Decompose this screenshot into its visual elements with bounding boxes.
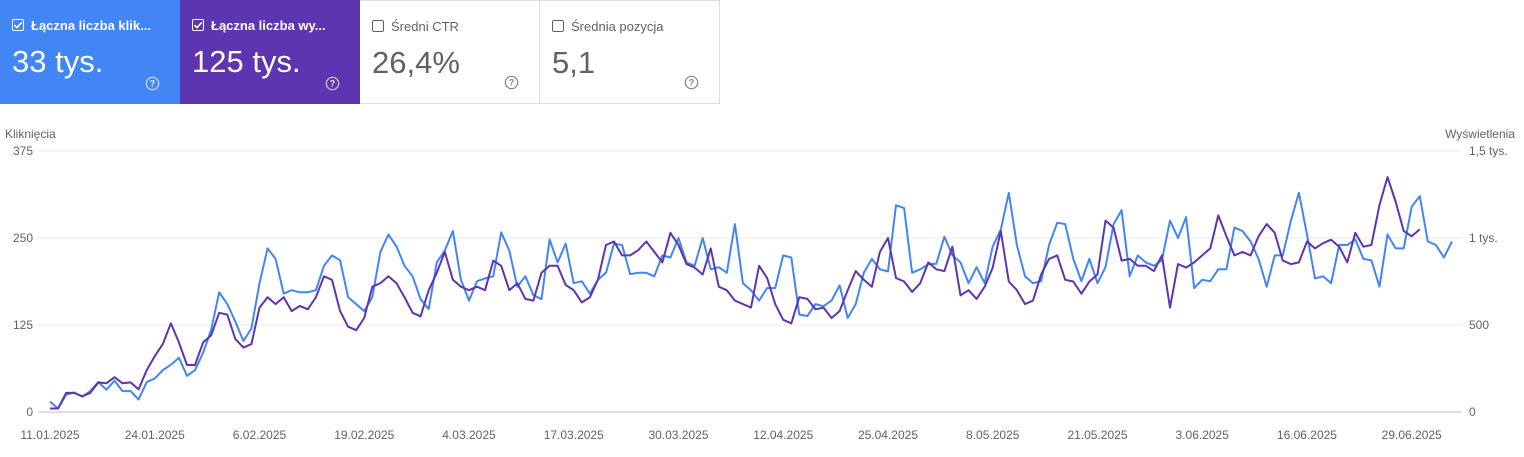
checkbox-unchecked-icon[interactable] (372, 20, 384, 32)
metric-card-average-ctr[interactable]: Średni CTR 26,4% ? (360, 0, 540, 104)
metric-card-average-position[interactable]: Średnia pozycja 5,1 ? (540, 0, 720, 104)
x-axis-ticks: 11.01.2025 24.01.2025 6.02.2025 19.02.2025 4… (20, 428, 1442, 442)
right-tick-label: 1,5 tys. (1469, 144, 1508, 158)
x-tick-label: 6.02.2025 (233, 428, 287, 442)
x-tick-label: 4.03.2025 (442, 428, 496, 442)
metric-value: 5,1 (552, 45, 596, 80)
x-tick-label: 8.05.2025 (966, 428, 1020, 442)
performance-chart[interactable]: Kliknięcia Wyświetlenia 375 250 125 0 1,5 t… (0, 112, 1524, 452)
performance-chart-svg: Kliknięcia Wyświetlenia 375 250 125 0 1,5 t… (5, 127, 1515, 442)
checkbox-checked-icon[interactable] (192, 19, 204, 31)
right-tick-label: 0 (1469, 405, 1476, 419)
x-tick-label: 11.01.2025 (20, 428, 79, 442)
metric-card-total-impressions[interactable]: Łączna liczba wy... 125 tys. ? (180, 0, 360, 104)
x-tick-label: 16.06.2025 (1277, 428, 1337, 442)
svg-text:?: ? (150, 79, 155, 89)
series-lines (49, 176, 1453, 410)
metric-label: Łączna liczba klik... (31, 17, 151, 33)
metric-label: Łączna liczba wy... (211, 17, 326, 33)
right-axis-title: Wyświetlenia (1445, 127, 1515, 141)
x-tick-label: 25.04.2025 (858, 428, 918, 442)
help-icon[interactable]: ? (684, 75, 699, 90)
x-tick-label: 19.02.2025 (334, 428, 394, 442)
checkbox-unchecked-icon[interactable] (552, 20, 564, 32)
x-tick-label: 3.06.2025 (1176, 428, 1230, 442)
x-tick-label: 12.04.2025 (753, 428, 813, 442)
metric-card-total-clicks[interactable]: Łączna liczba klik... 33 tys. ? (0, 0, 180, 104)
svg-text:?: ? (689, 78, 694, 88)
metric-value: 26,4% (372, 45, 460, 80)
help-icon[interactable]: ? (504, 75, 519, 90)
left-axis-ticks: 375 250 125 0 (13, 144, 33, 419)
right-tick-label: 1 tys. (1469, 231, 1498, 245)
series-line-wyświetlenia (50, 176, 1421, 410)
x-tick-label: 30.03.2025 (648, 428, 708, 442)
left-axis-title: Kliknięcia (5, 127, 56, 141)
help-icon[interactable]: ? (145, 76, 160, 91)
metric-value: 125 tys. (192, 44, 301, 79)
left-tick-label: 250 (13, 231, 33, 245)
metric-cards: Łączna liczba klik... 33 tys. ? Łączna l… (0, 0, 720, 104)
grid-lines (38, 150, 1462, 413)
series-line-kliknięcia (49, 191, 1453, 410)
metric-value: 33 tys. (12, 44, 104, 79)
x-tick-label: 17.03.2025 (544, 428, 604, 442)
right-tick-label: 500 (1469, 318, 1489, 332)
x-tick-label: 21.05.2025 (1067, 428, 1127, 442)
checkbox-checked-icon[interactable] (12, 19, 24, 31)
svg-text:?: ? (509, 78, 514, 88)
metric-label: Średni CTR (391, 18, 459, 34)
svg-text:?: ? (330, 79, 335, 89)
right-axis-ticks: 1,5 tys. 1 tys. 500 0 (1469, 144, 1508, 419)
left-tick-label: 375 (13, 144, 33, 158)
metric-label: Średnia pozycja (571, 18, 664, 34)
left-tick-label: 125 (13, 318, 33, 332)
help-icon[interactable]: ? (325, 76, 340, 91)
x-tick-label: 29.06.2025 (1382, 428, 1442, 442)
left-tick-label: 0 (26, 405, 33, 419)
x-tick-label: 24.01.2025 (125, 428, 185, 442)
